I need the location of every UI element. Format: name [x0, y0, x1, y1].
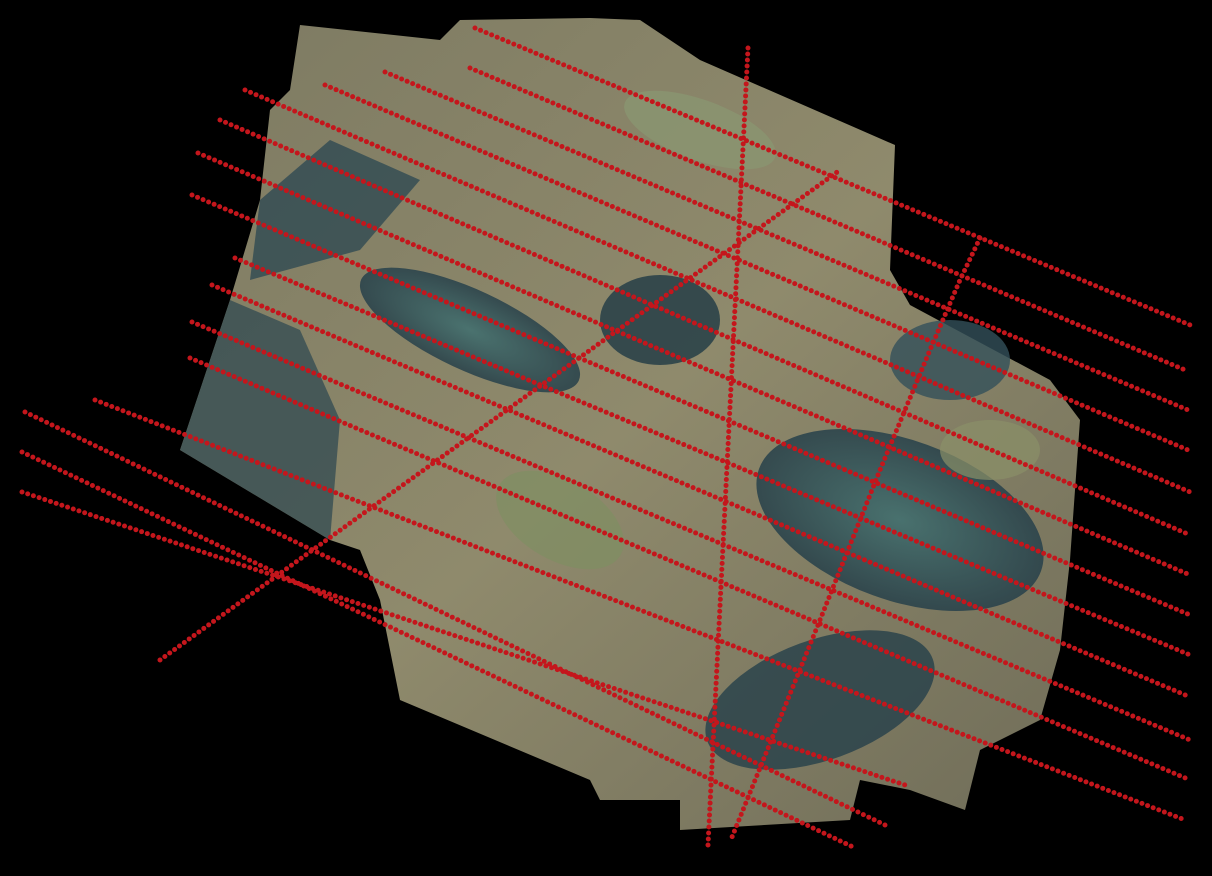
flight-lines	[19, 25, 1193, 851]
flight-line	[187, 355, 1193, 783]
flight-line	[467, 65, 1188, 373]
flight-line	[19, 489, 908, 788]
flight-line	[232, 255, 1193, 658]
flight-line	[19, 449, 858, 851]
water	[600, 275, 720, 365]
flight-line	[209, 282, 1193, 700]
flight-line	[322, 82, 1191, 453]
water	[705, 630, 935, 770]
flight-line	[195, 150, 1193, 578]
flight-line	[217, 117, 1193, 538]
cross-line	[157, 167, 843, 663]
field	[624, 90, 776, 170]
water	[359, 267, 581, 393]
flight-line	[382, 69, 1191, 413]
flight-line	[242, 87, 1193, 495]
water	[890, 320, 1010, 400]
cross-line	[727, 235, 983, 845]
flight-line	[92, 397, 1188, 823]
field	[496, 470, 624, 570]
mosaic-land	[180, 18, 1080, 830]
flight-line	[189, 319, 1193, 743]
flight-line	[189, 192, 1193, 618]
cross-line	[705, 45, 751, 848]
